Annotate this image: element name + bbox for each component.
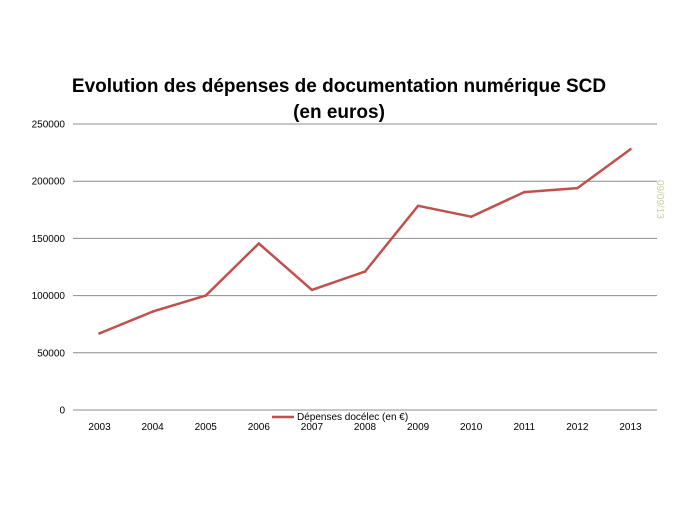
y-tick-label: 200000 bbox=[32, 177, 66, 188]
gridlines bbox=[73, 123, 657, 411]
series-group bbox=[98, 147, 632, 335]
x-tick-label: 2009 bbox=[407, 422, 430, 433]
data-point bbox=[204, 294, 208, 297]
x-tick-label: 2006 bbox=[248, 422, 271, 433]
chart-title-line1: Evolution des dépenses de documentation … bbox=[72, 76, 606, 97]
data-point bbox=[629, 147, 632, 151]
chart-title-line2: (en euros) bbox=[293, 102, 385, 123]
data-point bbox=[469, 215, 473, 218]
data-point bbox=[151, 310, 154, 313]
y-tick-label: 50000 bbox=[37, 348, 65, 359]
x-tick-label: 2012 bbox=[566, 422, 589, 433]
x-tick-label: 2004 bbox=[142, 422, 165, 433]
data-point bbox=[576, 186, 579, 190]
x-axis-ticks: 2003 2004 2005 2006 2007 2008 2009 2010 2011 2012… bbox=[88, 422, 642, 433]
series-line bbox=[99, 148, 632, 335]
legend: Dépenses docélec (en €) bbox=[272, 412, 408, 423]
y-tick-label: 150000 bbox=[32, 234, 66, 245]
y-axis-ticks: 0 50000 100000 150000 200000 250000 bbox=[32, 120, 66, 417]
data-point bbox=[98, 332, 101, 335]
data-point bbox=[257, 242, 261, 245]
data-point bbox=[363, 270, 367, 273]
x-tick-label: 2013 bbox=[619, 422, 642, 433]
data-point bbox=[522, 190, 526, 194]
side-date-stamp: 09/09/13 bbox=[654, 180, 665, 219]
x-tick-label: 2005 bbox=[195, 422, 218, 433]
x-tick-label: 2003 bbox=[88, 422, 111, 433]
x-tick-label: 2007 bbox=[301, 422, 324, 433]
y-tick-label: 100000 bbox=[32, 291, 66, 302]
data-point bbox=[416, 204, 420, 208]
x-tick-label: 2011 bbox=[514, 422, 536, 433]
y-tick-label: 250000 bbox=[32, 120, 66, 131]
data-point bbox=[310, 288, 314, 292]
x-tick-label: 2010 bbox=[460, 422, 483, 433]
y-tick-label: 0 bbox=[59, 406, 65, 417]
x-tick-label: 2008 bbox=[354, 422, 377, 433]
legend-label: Dépenses docélec (en €) bbox=[297, 412, 408, 423]
